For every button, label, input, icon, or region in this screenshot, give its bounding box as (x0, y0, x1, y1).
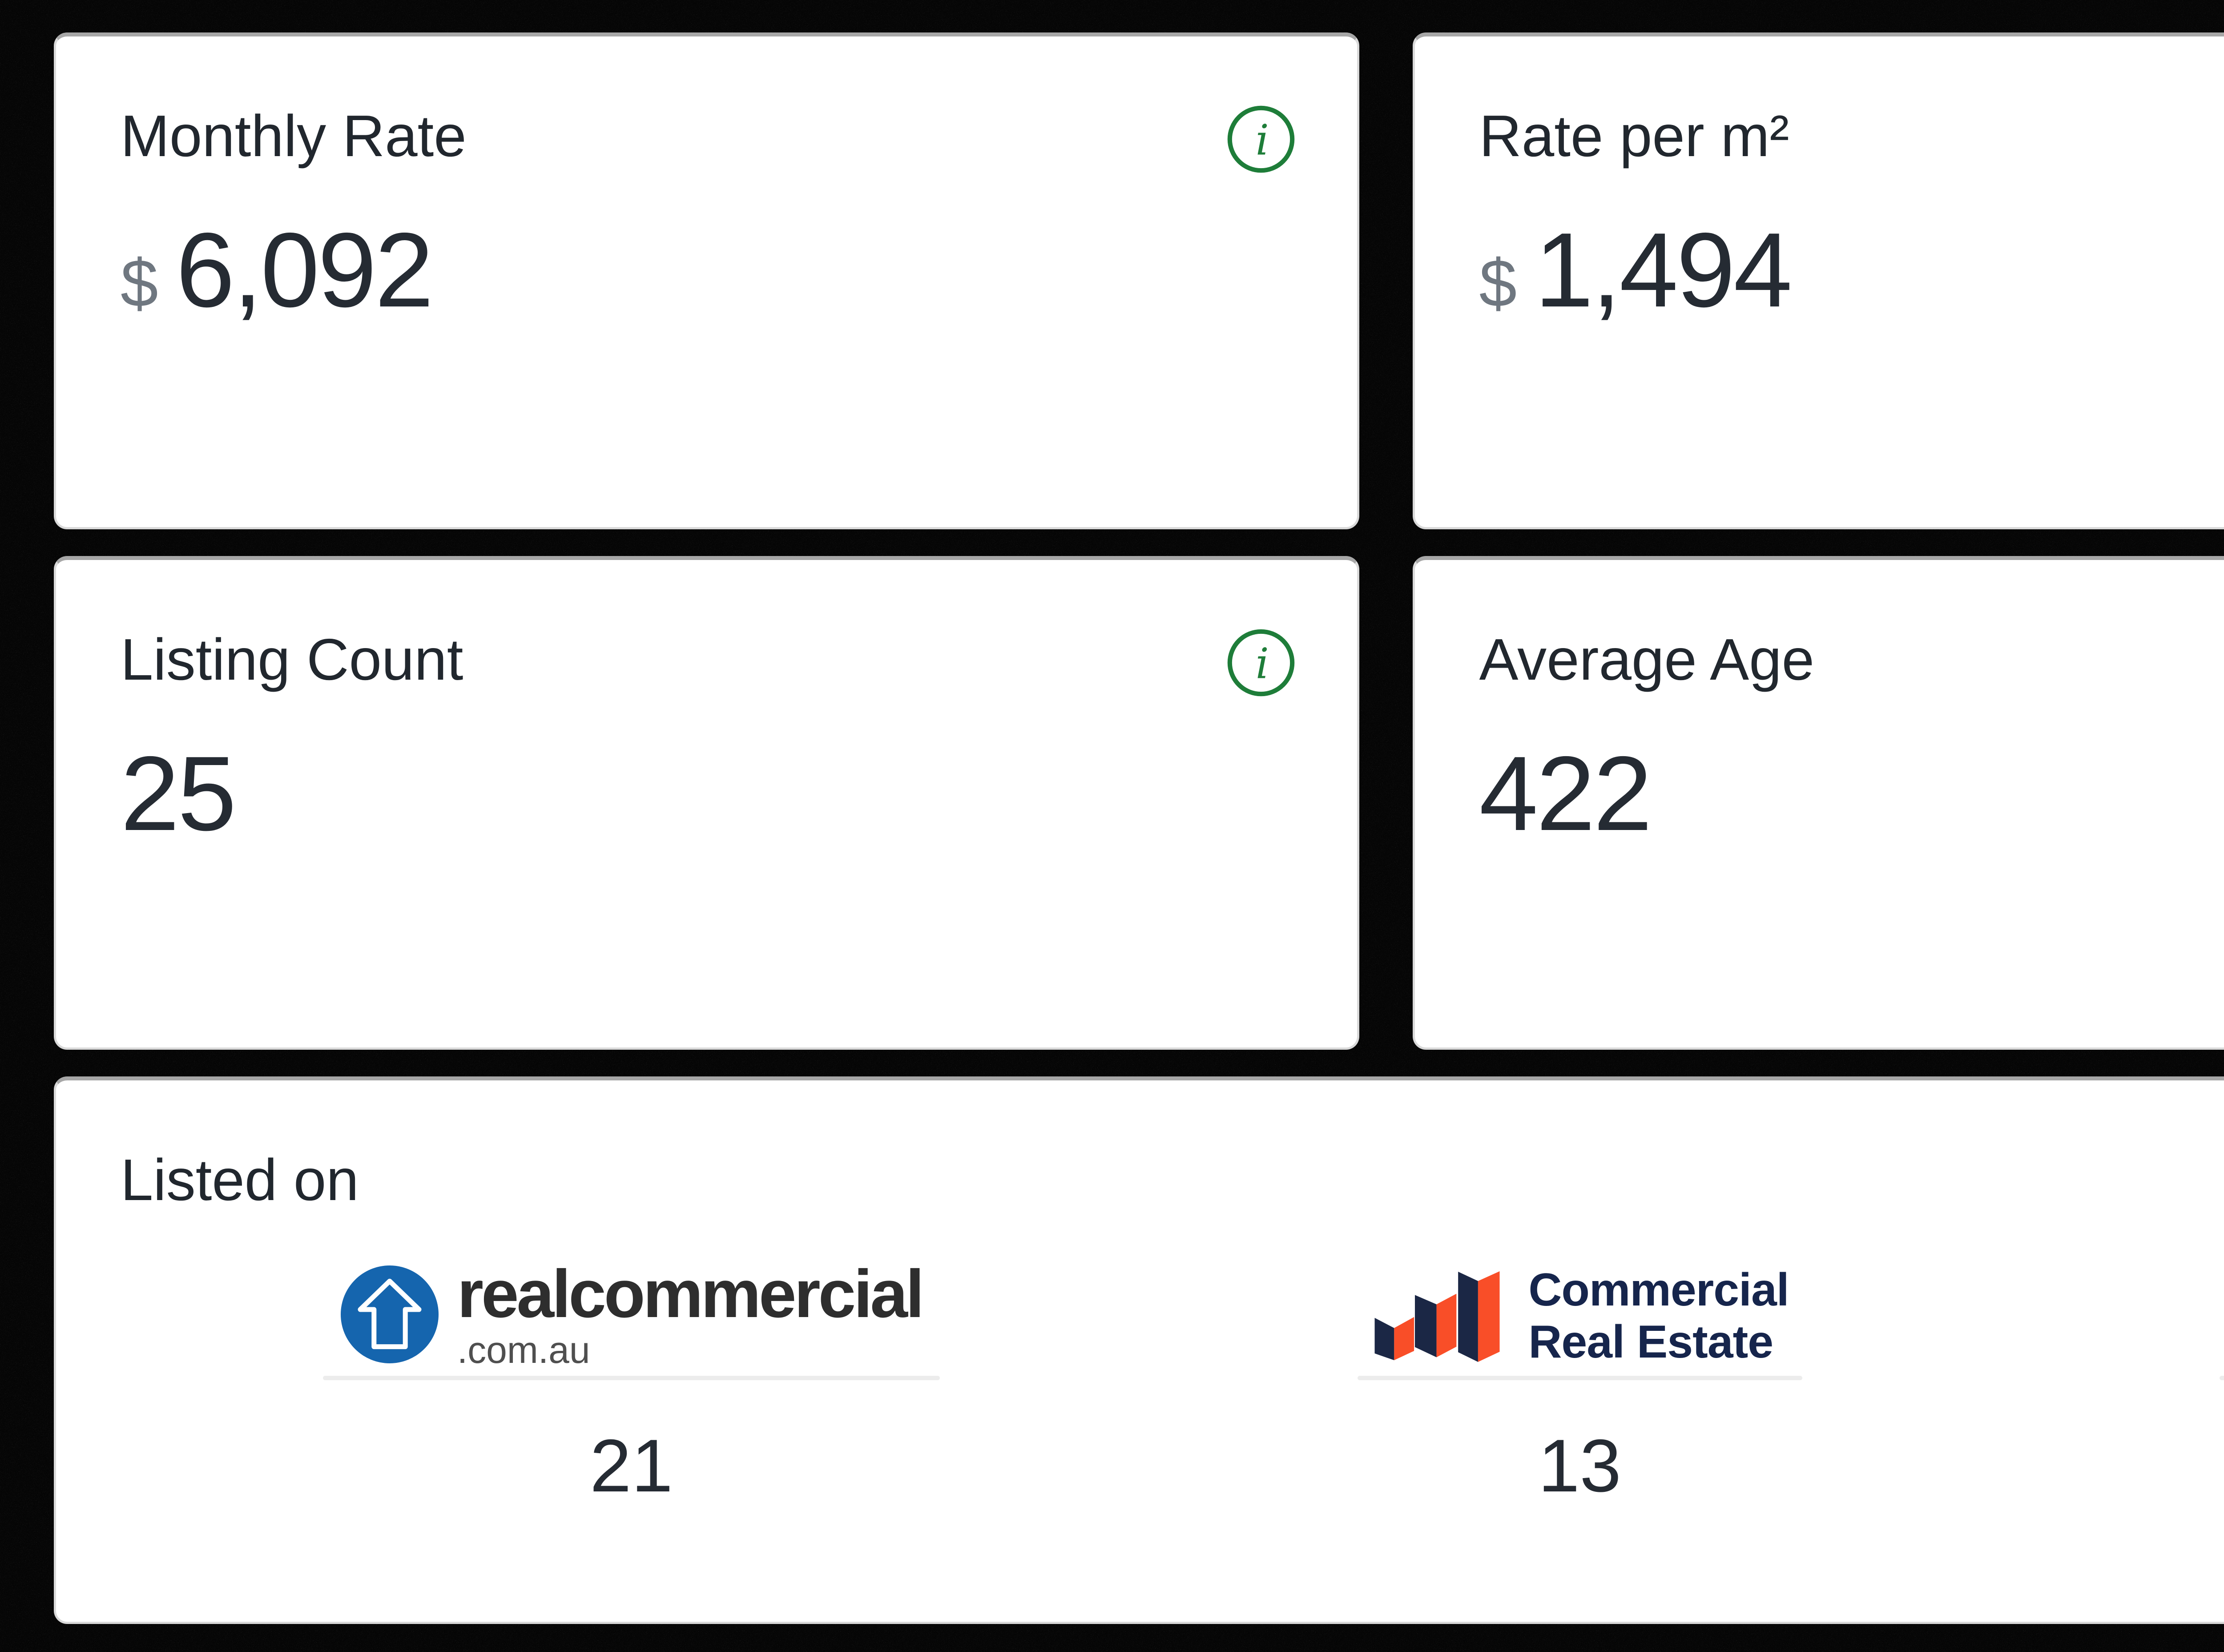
listing-count-title: Listing Count (121, 627, 463, 692)
card-header: Monthly Rate i (121, 103, 1297, 175)
cards-grid: Monthly Rate i $ 6,092 Rate per m² (54, 32, 2224, 1624)
svg-text:i: i (1255, 639, 1269, 688)
svg-text:i: i (1255, 116, 1269, 165)
realcommercial-house-arrow-icon (340, 1265, 439, 1363)
listed-on-title: Listed on (121, 1147, 359, 1213)
both-label-area: Both (2220, 1209, 2224, 1376)
rate-per-m2-value: 1,494 (1535, 211, 1793, 329)
commercial-real-estate-logo-row: Commercial Real Estate (1370, 1264, 1789, 1369)
currency-symbol: $ (1479, 246, 1517, 321)
realcommercial-column: realcommercial .com.au 21 (323, 1209, 940, 1503)
commercial-real-estate-wordmark: Commercial Real Estate (1528, 1264, 1789, 1369)
average-age-card: Average Age i 422 (1412, 556, 2224, 1050)
rate-per-m2-title: Rate per m² (1479, 103, 1789, 169)
cre-wordmark-line1: Commercial (1528, 1264, 1789, 1316)
column-divider (1357, 1376, 1802, 1380)
monthly-rate-title: Monthly Rate (121, 103, 467, 169)
cre-wordmark-line2: Real Estate (1528, 1316, 1773, 1368)
bar-ribbon-icon (1374, 1271, 1500, 1362)
card-header: Listing Count i (121, 627, 1297, 699)
rate-per-m2-card: Rate per m² i $ 1,494 (1412, 32, 2224, 529)
both-count: 9 (2220, 1428, 2224, 1503)
realcommercial-logo: realcommercial .com.au (323, 1209, 940, 1376)
monthly-rate-card: Monthly Rate i $ 6,092 (54, 32, 1359, 529)
column-divider (2220, 1376, 2224, 1380)
realcommercial-count: 21 (590, 1424, 673, 1507)
listing-count-value: 25 (121, 735, 237, 853)
both-column: Both 9 (2220, 1209, 2224, 1503)
currency-symbol: $ (121, 246, 158, 321)
metric-value-row: 25 (121, 741, 1297, 847)
metric-value-row: $ 1,494 (1479, 218, 2224, 323)
listed-on-columns: realcommercial .com.au 21 (56, 1209, 2224, 1503)
realcommercial-logo-row: realcommercial .com.au (340, 1256, 924, 1371)
realcommercial-wordmark: realcommercial (457, 1256, 924, 1332)
listing-count-card: Listing Count i 25 (54, 556, 1359, 1050)
commercial-real-estate-count: 13 (1538, 1424, 1621, 1507)
info-icon[interactable]: i (1225, 103, 1297, 175)
listed-on-card: Listed on realcommercial (54, 1076, 2224, 1624)
average-age-value: 422 (1479, 735, 1652, 853)
realcommercial-wordmark-block: realcommercial .com.au (457, 1256, 924, 1371)
column-divider (323, 1376, 940, 1380)
info-icon[interactable]: i (1225, 627, 1297, 699)
commercial-real-estate-column: Commercial Real Estate 13 (1357, 1209, 1802, 1507)
commercial-real-estate-logo: Commercial Real Estate (1358, 1209, 1802, 1376)
card-header: Rate per m² i (1479, 107, 2224, 175)
metric-value-row: 422 (1479, 741, 2224, 847)
metric-value-row: $ 6,092 (121, 218, 1297, 323)
realcommercial-domain: .com.au (457, 1329, 590, 1371)
monthly-rate-value: 6,092 (176, 211, 434, 329)
card-header: Average Age i (1479, 630, 2224, 699)
average-age-title: Average Age (1479, 627, 1815, 692)
